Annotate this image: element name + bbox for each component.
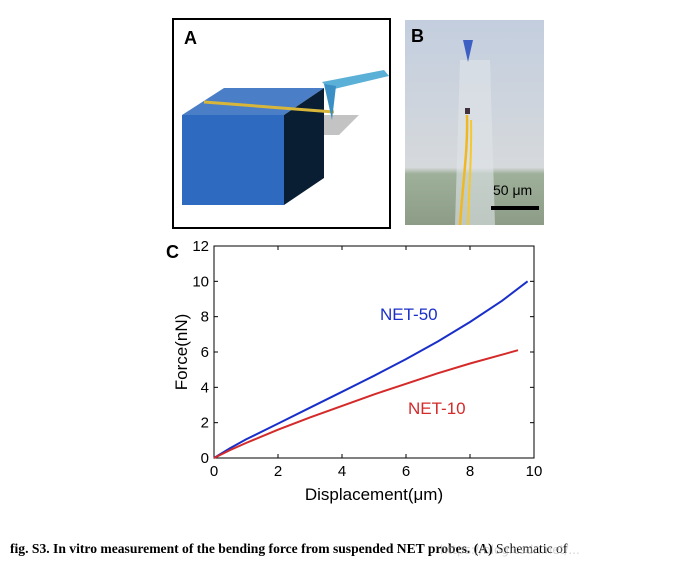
y-tick-label: 4: [201, 379, 209, 396]
figure-caption: fig. S3. In vitro measurement of the ben…: [10, 541, 680, 557]
cube-side-face: [284, 88, 324, 205]
panel-c-label: C: [166, 242, 179, 262]
caption-tail: Schematic of: [496, 541, 568, 556]
series-label-net-10: NET-10: [408, 399, 466, 418]
panel-c-chart: C 0 2 4 6 8 10 0 2 4 6 8 10 12 Displacement(μm) Force(…: [160, 236, 560, 516]
x-tick-label: 2: [274, 463, 282, 480]
x-tick-label: 8: [466, 463, 474, 480]
y-tick-label: 0: [201, 450, 209, 467]
schematic-illustration: [182, 70, 389, 205]
series-line-net-10: [213, 349, 519, 459]
probe-trace: [458, 114, 469, 225]
panel-a-schematic: A: [172, 18, 391, 229]
series-label-net-50: NET-50: [380, 305, 438, 324]
x-tick-label: 10: [526, 463, 543, 480]
x-tick-label: 4: [338, 463, 346, 480]
micrograph-image: [405, 20, 544, 225]
cube-front-face: [182, 115, 284, 205]
panel-a-label: A: [184, 28, 197, 48]
probe-trace: [467, 119, 473, 225]
y-tick-label: 12: [192, 238, 209, 255]
panel-b-micrograph: B 50 μm: [405, 20, 544, 225]
net-probe-line: [203, 100, 335, 114]
y-tick-label: 2: [201, 415, 209, 432]
y-tick-label: 8: [201, 309, 209, 326]
y-tick-label: 6: [201, 344, 209, 361]
series-line-net-50: [213, 280, 529, 459]
caption-bold: fig. S3. In vitro measurement of the ben…: [10, 541, 493, 556]
plot-frame: [213, 245, 535, 459]
y-tick-label: 10: [192, 273, 209, 290]
y-axis-label: Force(nN): [172, 314, 191, 391]
afm-tip-marker: [463, 40, 473, 62]
cantilever-shape: [322, 70, 389, 90]
panel-b-label: B: [411, 26, 424, 46]
scale-bar: [491, 206, 539, 210]
probe-tip-marker: [465, 108, 470, 114]
x-tick-label: 6: [402, 463, 410, 480]
force-displacement-chart: 0 2 4 6 8 10 0 2 4 6 8 10 12 Displacement(μm) Force(nN…: [172, 238, 543, 504]
x-tick-label: 0: [210, 463, 218, 480]
x-axis-label: Displacement(μm): [305, 485, 443, 504]
afm-tip-shape: [324, 84, 336, 120]
watermark: https://blog.csdn.net/...: [440, 543, 580, 557]
scale-bar-label: 50 μm: [493, 182, 533, 198]
